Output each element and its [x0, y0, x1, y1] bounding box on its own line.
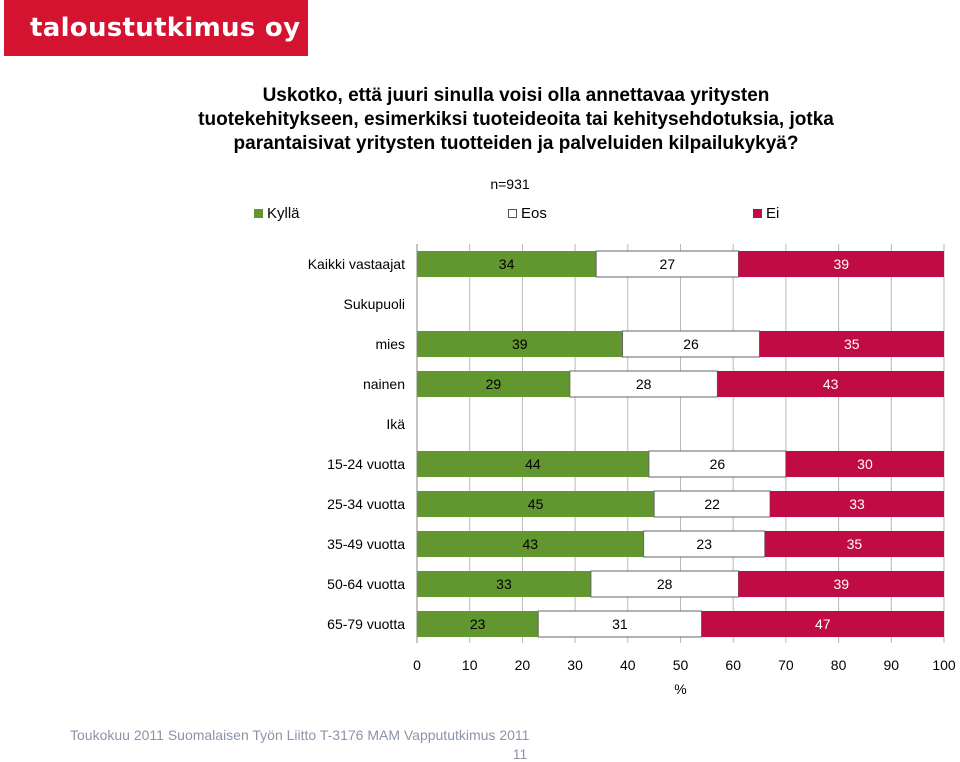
bar-segment-eos [537, 610, 703, 638]
x-tick-label: 60 [725, 657, 741, 673]
data-label-ei: 35 [847, 536, 863, 552]
bar-segment-ei [759, 331, 944, 357]
x-tick-label: 30 [567, 657, 583, 673]
bar-segment-kylla [417, 571, 591, 597]
row-label: 65-79 vuotta [327, 616, 405, 632]
bar-segment-eos [653, 490, 771, 518]
row-label: 25-34 vuotta [327, 496, 405, 512]
legend-swatch-eos [508, 209, 517, 218]
company-logo: taloustutkimus oy [4, 0, 308, 56]
chart-title: Uskotko, että juuri sinulla voisi olla a… [0, 84, 960, 156]
data-label-kylla: 33 [496, 576, 512, 592]
data-label-kylla: 44 [525, 456, 541, 472]
data-label-kylla: 39 [512, 336, 528, 352]
x-tick-label: 90 [884, 657, 900, 673]
row-label: 50-64 vuotta [327, 576, 405, 592]
legend-item-ei: Ei [753, 205, 779, 222]
bar-segment-kylla [417, 531, 644, 557]
legend-label-eos: Eos [521, 205, 547, 222]
data-label-eos: 28 [657, 576, 673, 592]
x-axis-label: % [674, 681, 686, 697]
data-label-eos: 26 [710, 456, 726, 472]
bar-segment-ei [738, 251, 944, 277]
data-label-eos: 22 [704, 496, 720, 512]
x-tick-label: 80 [831, 657, 847, 673]
bar-segment-kylla [417, 491, 655, 517]
page-number: 11 [512, 746, 528, 762]
data-label-kylla: 43 [523, 536, 539, 552]
row-label: Ikä [386, 416, 405, 432]
row-label: mies [375, 336, 405, 352]
data-label-eos: 26 [683, 336, 699, 352]
bar-segment-kylla [417, 371, 570, 397]
x-tick-label: 10 [462, 657, 478, 673]
row-label: Sukupuoli [344, 296, 406, 312]
bar-segment-eos [622, 330, 761, 358]
data-label-ei: 35 [844, 336, 860, 352]
bar-segment-kylla [417, 331, 623, 357]
chart-title-line: tuotekehitykseen, esimerkiksi tuoteideoi… [198, 109, 834, 130]
legend-swatch-kylla [254, 209, 263, 218]
bar-segment-kylla [417, 251, 597, 277]
data-label-eos: 27 [660, 256, 676, 272]
bar-segment-ei [701, 611, 944, 637]
bar-segment-eos [595, 250, 739, 278]
bar-segment-ei [770, 491, 944, 517]
legend-item-kylla: Kyllä [254, 205, 300, 222]
data-label-eos: 23 [696, 536, 712, 552]
data-label-ei: 43 [823, 376, 839, 392]
data-label-ei: 39 [833, 576, 849, 592]
bar-segment-eos [590, 570, 739, 598]
x-tick-label: 100 [932, 657, 956, 673]
data-label-eos: 31 [612, 616, 628, 632]
legend-item-eos: Eos [508, 205, 547, 222]
sample-size-label: n=931 [490, 176, 530, 192]
bar-segment-ei [764, 531, 944, 557]
bar-segment-ei [738, 571, 944, 597]
bar-segment-ei [785, 451, 944, 477]
data-label-ei: 39 [833, 256, 849, 272]
data-label-kylla: 29 [486, 376, 502, 392]
data-label-ei: 47 [815, 616, 831, 632]
x-tick-label: 0 [413, 657, 421, 673]
bar-segment-kylla [417, 451, 649, 477]
bar-segment-eos [643, 530, 766, 558]
footer-text: Toukokuu 2011 Suomalaisen Työn Liitto T-… [70, 727, 530, 743]
bar-segment-ei [717, 371, 944, 397]
legend-swatch-ei [753, 209, 762, 218]
x-tick-label: 70 [778, 657, 794, 673]
data-label-ei: 33 [849, 496, 865, 512]
bar-segment-kylla [417, 611, 539, 637]
row-label: nainen [363, 376, 405, 392]
x-tick-label: 50 [673, 657, 689, 673]
legend-label-kylla: Kyllä [267, 205, 300, 222]
x-tick-label: 20 [515, 657, 531, 673]
chart-title-line: parantaisivat yritysten tuotteiden ja pa… [233, 133, 799, 154]
row-label: 15-24 vuotta [327, 456, 405, 472]
bar-segment-eos [569, 370, 718, 398]
legend-label-ei: Ei [766, 205, 780, 222]
data-label-kylla: 23 [470, 616, 486, 632]
data-label-ei: 30 [857, 456, 873, 472]
data-label-kylla: 45 [528, 496, 544, 512]
row-label: Kaikki vastaajat [308, 256, 405, 272]
chart-title-line: Uskotko, että juuri sinulla voisi olla a… [262, 85, 770, 106]
data-label-kylla: 34 [499, 256, 515, 272]
x-tick-label: 40 [620, 657, 636, 673]
data-label-eos: 28 [636, 376, 652, 392]
row-label: 35-49 vuotta [327, 536, 405, 552]
